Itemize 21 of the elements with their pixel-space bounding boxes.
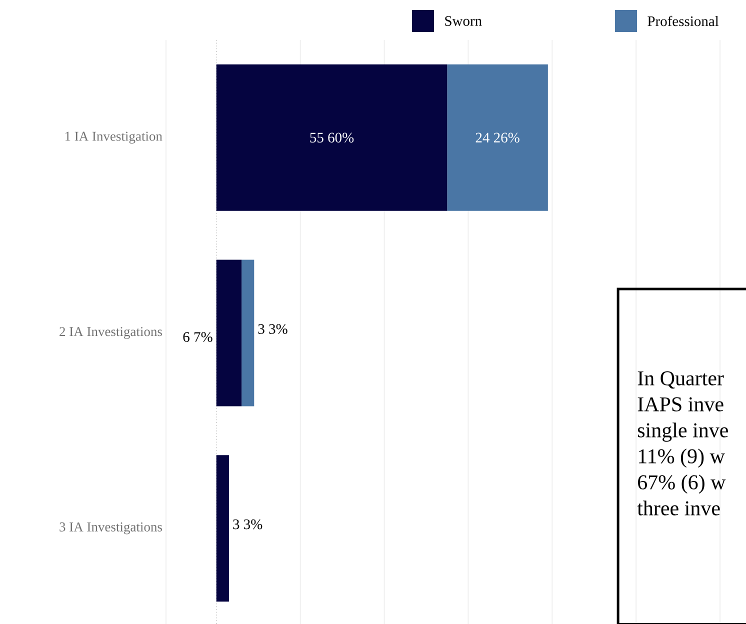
bar (447, 64, 548, 211)
bar (216, 260, 242, 406)
data-label: 3 3% (233, 519, 262, 530)
legend-label: Sworn (445, 16, 482, 26)
annotation: three inve (637, 500, 720, 516)
data-label: 24 26% (476, 132, 520, 143)
data-label: 6 7% (183, 332, 212, 342)
data-label: 55 60% (310, 132, 354, 143)
legend-label: Professional (648, 16, 719, 26)
bar (216, 64, 448, 211)
annotation: IAPS inve (638, 397, 724, 412)
y-tick-label: 3 IA Investigations (60, 522, 162, 534)
bar (216, 455, 229, 602)
data-label: 3 3% (258, 324, 288, 334)
y-tick-label: 2 IA Investigations (60, 327, 162, 339)
annotation: 67% (6) w (638, 474, 726, 494)
annotation: single inve (638, 422, 728, 442)
annotation: In Quarter (638, 371, 724, 389)
bar (242, 260, 254, 406)
annotation: 11% (9) w (638, 448, 725, 468)
y-tick-label: 1 IA Investigation (65, 132, 162, 144)
